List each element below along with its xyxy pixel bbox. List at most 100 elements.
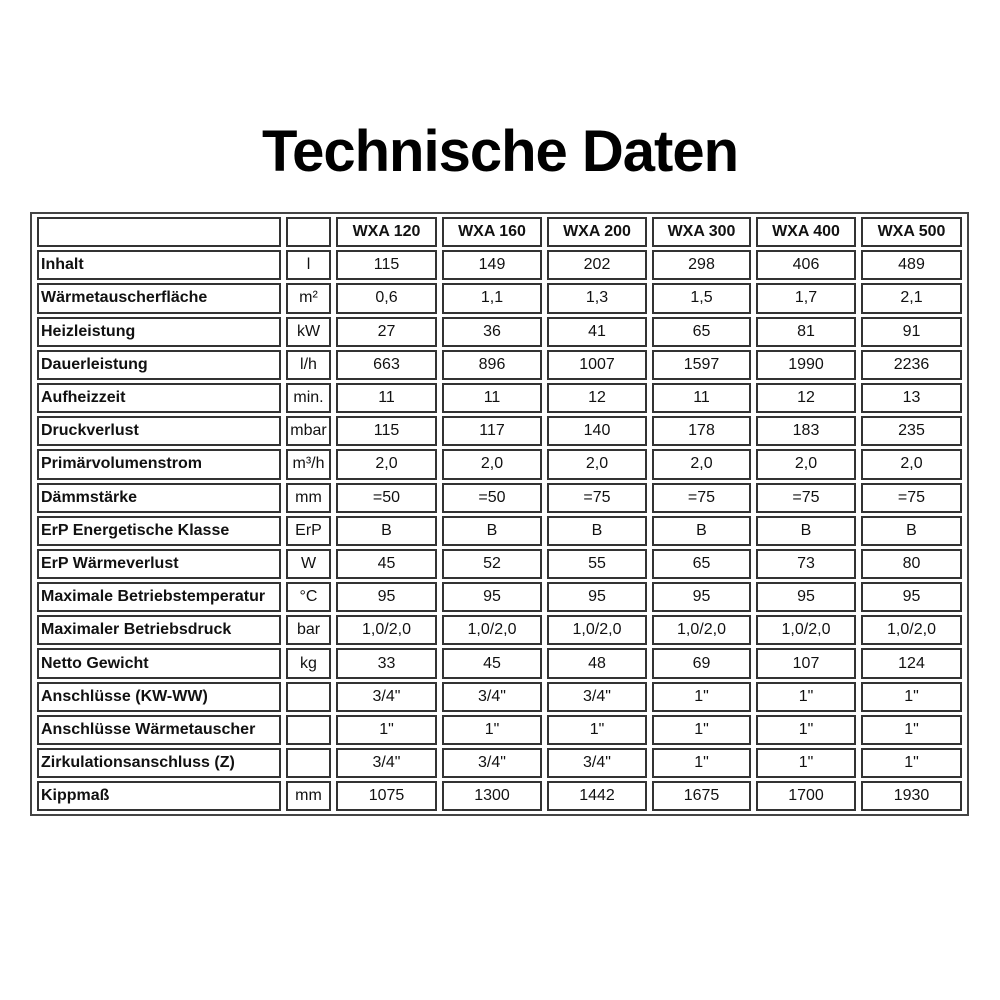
value-cell: 2,0 [652, 449, 751, 480]
value-cell: 11 [336, 382, 437, 414]
value-cell: 1990 [756, 349, 856, 380]
value-cell: B [652, 515, 751, 546]
value-cell: 48 [547, 648, 647, 679]
row-label: ErP Energetische Klasse [37, 515, 281, 546]
value-cell: =50 [442, 482, 542, 513]
row-label: Dämmstärke [37, 482, 281, 513]
value-cell: 1,0/2,0 [336, 615, 437, 646]
value-cell: 81 [756, 316, 856, 347]
value-cell: 3/4" [547, 748, 647, 779]
value-cell: 2,0 [547, 449, 647, 480]
header-cell-model: WXA 160 [442, 217, 542, 248]
table-row: Wärmetauscherfläche m² 0,6 1,1 1,3 1,5 1,7 2,1 [37, 283, 962, 314]
value-cell: B [547, 515, 647, 546]
value-cell: 1075 [336, 781, 437, 812]
value-cell: 11 [442, 382, 542, 414]
value-cell: 896 [442, 349, 542, 380]
value-cell: 1" [756, 681, 856, 712]
value-cell: 178 [652, 416, 751, 447]
value-cell: =75 [547, 482, 647, 513]
table-row: Anschlüsse (KW-WW) 3/4" 3/4" 3/4" 1" 1" 1" [37, 681, 962, 712]
row-label: Maximale Betriebstemperatur [37, 582, 281, 613]
value-cell: 3/4" [336, 681, 437, 712]
value-cell: 33 [336, 648, 437, 679]
row-unit [286, 748, 331, 779]
value-cell: =75 [652, 482, 751, 513]
value-cell: 1,1 [442, 283, 542, 314]
row-label: Aufheizzeit [37, 382, 281, 414]
value-cell: 45 [336, 548, 437, 580]
row-unit: l [286, 250, 331, 281]
value-cell: 1442 [547, 781, 647, 812]
value-cell: 115 [336, 416, 437, 447]
value-cell: 1" [756, 714, 856, 745]
row-label: Heizleistung [37, 316, 281, 347]
value-cell: 55 [547, 548, 647, 580]
value-cell: =75 [756, 482, 856, 513]
value-cell: 3/4" [547, 681, 647, 712]
value-cell: 1,5 [652, 283, 751, 314]
row-unit: ErP [286, 515, 331, 546]
value-cell: 36 [442, 316, 542, 347]
row-unit: W [286, 548, 331, 580]
value-cell: 2,1 [861, 283, 962, 314]
row-label: Druckverlust [37, 416, 281, 447]
table-row: Druckverlust mbar 115 117 140 178 183 235 [37, 416, 962, 447]
value-cell: 1,7 [756, 283, 856, 314]
table-row: Kippmaß mm 1075 1300 1442 1675 1700 1930 [37, 781, 962, 812]
row-unit: m³/h [286, 449, 331, 480]
value-cell: 27 [336, 316, 437, 347]
value-cell: 1" [652, 681, 751, 712]
header-cell-empty [37, 217, 281, 248]
header-cell-model: WXA 120 [336, 217, 437, 248]
row-label: Inhalt [37, 250, 281, 281]
value-cell: 1300 [442, 781, 542, 812]
value-cell: 3/4" [336, 748, 437, 779]
row-unit: m² [286, 283, 331, 314]
value-cell: 13 [861, 382, 962, 414]
row-unit: min. [286, 382, 331, 414]
row-unit: mm [286, 482, 331, 513]
row-label: Maximaler Betriebsdruck [37, 615, 281, 646]
value-cell: 1597 [652, 349, 751, 380]
value-cell: 73 [756, 548, 856, 580]
header-cell-model: WXA 400 [756, 217, 856, 248]
value-cell: 95 [861, 582, 962, 613]
value-cell: 1007 [547, 349, 647, 380]
value-cell: 65 [652, 548, 751, 580]
value-cell: 1" [442, 714, 542, 745]
table-row: Primärvolumenstrom m³/h 2,0 2,0 2,0 2,0 2,0 2,0 [37, 449, 962, 480]
table-row: Inhalt l 115 149 202 298 406 489 [37, 250, 962, 281]
table-row: ErP Wärmeverlust W 45 52 55 65 73 80 [37, 548, 962, 580]
spec-table: WXA 120 WXA 160 WXA 200 WXA 300 WXA 400 WXA 5… [32, 214, 967, 814]
table-row: Aufheizzeit min. 11 11 12 11 12 13 [37, 382, 962, 414]
row-unit: kW [286, 316, 331, 347]
row-label: Anschlüsse Wärmetauscher [37, 714, 281, 745]
value-cell: 1,0/2,0 [442, 615, 542, 646]
value-cell: 1" [756, 748, 856, 779]
row-label: Zirkulationsanschluss (Z) [37, 748, 281, 779]
value-cell: 107 [756, 648, 856, 679]
table-row: Zirkulationsanschluss (Z) 3/4" 3/4" 3/4" 1" 1… [37, 748, 962, 779]
row-label: Anschlüsse (KW-WW) [37, 681, 281, 712]
value-cell: 2,0 [442, 449, 542, 480]
header-cell-empty [286, 217, 331, 248]
value-cell: 663 [336, 349, 437, 380]
value-cell: 140 [547, 416, 647, 447]
row-label: Kippmaß [37, 781, 281, 812]
value-cell: 2236 [861, 349, 962, 380]
value-cell: 80 [861, 548, 962, 580]
table-row: Heizleistung kW 27 36 41 65 81 91 [37, 316, 962, 347]
value-cell: 298 [652, 250, 751, 281]
value-cell: 2,0 [336, 449, 437, 480]
row-label: Wärmetauscherfläche [37, 283, 281, 314]
value-cell: 69 [652, 648, 751, 679]
value-cell: 95 [336, 582, 437, 613]
row-unit [286, 714, 331, 745]
row-unit: mm [286, 781, 331, 812]
row-unit [286, 681, 331, 712]
value-cell: 124 [861, 648, 962, 679]
value-cell: 1,0/2,0 [547, 615, 647, 646]
value-cell: B [756, 515, 856, 546]
header-cell-model: WXA 500 [861, 217, 962, 248]
